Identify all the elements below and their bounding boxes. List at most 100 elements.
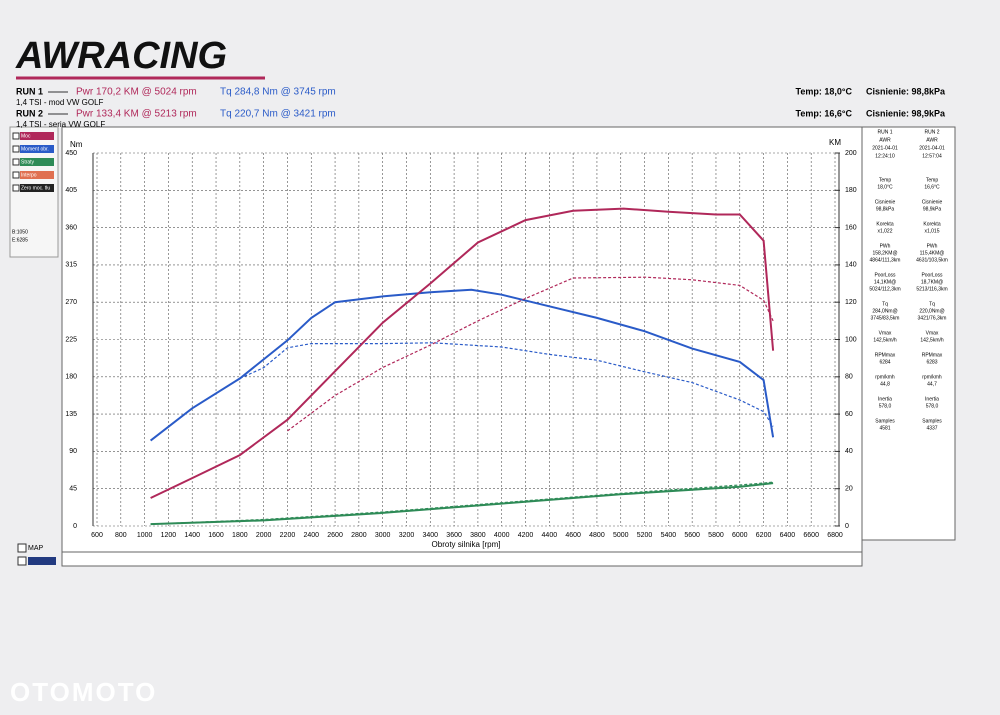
x-tick-label: 3400: [423, 532, 439, 539]
watermark: OTOMOTO: [10, 677, 157, 707]
y-tick-label: 405: [65, 187, 77, 194]
x-tick-label: 3000: [375, 532, 391, 539]
panel-value: 142,5km/h: [873, 337, 897, 343]
panel-value: 115,4KM@: [920, 250, 945, 256]
series-line: [150, 207, 775, 499]
y2-tick-label: 40: [845, 448, 853, 455]
panel-value: 3421/76,3km: [918, 315, 947, 321]
logo: AWRACING: [15, 35, 227, 77]
legend-label: Interpo: [21, 172, 37, 178]
series-line: [239, 342, 774, 427]
y2-tick-label: 0: [845, 523, 849, 530]
checkbox[interactable]: [17, 556, 27, 566]
x-tick-label: 4400: [542, 532, 558, 539]
panel-value: 4864/111,3km: [870, 257, 901, 263]
y-tick-label: 180: [65, 374, 77, 381]
x-tick-label: 6200: [756, 532, 772, 539]
legend-swatch: [20, 158, 54, 166]
panel-head: 2021-04-01: [872, 145, 898, 151]
panel-value: 98,8kPa: [876, 206, 895, 212]
stats-panel: [861, 126, 956, 541]
y2-label: KM: [829, 138, 841, 147]
x-tick-label: 5400: [661, 532, 677, 539]
x-tick-label: 2000: [256, 532, 272, 539]
panel-head: RUN 1: [877, 129, 892, 135]
x-tick-label: 4600: [565, 532, 581, 539]
panel-label: rpm/kmh: [875, 374, 895, 380]
bottom-bar: [61, 551, 863, 567]
legend-note: B:1050: [12, 229, 28, 235]
x-tick-label: 2800: [351, 532, 367, 539]
x-tick-label: 1000: [137, 532, 153, 539]
y-tick-label: 360: [65, 224, 77, 231]
x-tick-label: 1400: [184, 532, 200, 539]
run-torque: Tq 284,8 Nm @ 3745 rpm: [220, 87, 336, 98]
x-tick-label: 6800: [827, 532, 843, 539]
panel-label: Tq: [882, 301, 888, 307]
run-name: RUN 2: [16, 108, 43, 118]
panel-value: 44,8: [880, 381, 890, 387]
panel-label: RPMmax: [922, 352, 943, 358]
checkbox[interactable]: [12, 145, 20, 153]
panel-value: x1,022: [877, 228, 892, 234]
panel-label: Vmax: [879, 330, 892, 336]
panel-value: 3745/83,5km: [871, 315, 900, 321]
checkbox[interactable]: [12, 171, 20, 179]
panel-label: rpm/kmh: [922, 374, 942, 380]
x-tick-label: 6600: [803, 532, 819, 539]
panel-value: x1,015: [924, 228, 939, 234]
panel-value: 284,0Nm@: [872, 308, 897, 314]
panel-head: 12:24:10: [875, 153, 895, 159]
checkbox[interactable]: [12, 158, 20, 166]
legend-swatch: [20, 171, 54, 179]
series-line: [287, 276, 774, 432]
panel-value: 44,7: [927, 381, 937, 387]
panel-value: 5213/116,3km: [916, 286, 947, 292]
x-tick-label: 600: [91, 532, 103, 539]
y2-tick-label: 80: [845, 374, 853, 381]
y2-tick-label: 20: [845, 486, 853, 493]
panel-value: 5024/112,3km: [869, 286, 900, 292]
swatch: [28, 557, 56, 565]
x-tick-label: 5600: [684, 532, 700, 539]
panel-value: 220,0Nm@: [919, 308, 944, 314]
panel-label: Vmax: [926, 330, 939, 336]
run-temp: Temp: 18,0°C: [796, 86, 853, 96]
panel-value: 4337: [926, 425, 937, 431]
y2-tick-label: 180: [845, 187, 857, 194]
y2-tick-label: 200: [845, 150, 857, 157]
panel-label: PWh: [880, 243, 891, 249]
x-tick-label: 2400: [303, 532, 319, 539]
panel-value: 578,0: [926, 403, 939, 409]
x-tick-label: 4800: [589, 532, 605, 539]
y-tick-label: 135: [65, 411, 77, 418]
y2-tick-label: 160: [845, 224, 857, 231]
run-car: 1,4 TSI - seria VW GOLF: [16, 120, 105, 129]
panel-label: Cisnienie: [922, 199, 943, 205]
x-tick-label: 5800: [708, 532, 724, 539]
x-label: Obroty silnika [rpm]: [432, 540, 501, 549]
x-tick-label: 800: [115, 532, 127, 539]
checkbox[interactable]: [17, 543, 27, 553]
panel-head: AWR: [926, 137, 938, 143]
panel-value: 578,0: [879, 403, 892, 409]
x-tick-label: 6000: [732, 532, 748, 539]
panel-label: Temp: [926, 177, 938, 183]
panel-value: 98,9kPa: [923, 206, 942, 212]
y-tick-label: 450: [65, 150, 77, 157]
panel-value: 18,0°C: [877, 184, 893, 190]
x-tick-label: 3800: [470, 532, 486, 539]
checkbox[interactable]: [12, 184, 20, 192]
checkbox[interactable]: [12, 132, 20, 140]
x-tick-label: 2600: [327, 532, 343, 539]
x-tick-label: 4000: [494, 532, 510, 539]
x-tick-label: 6400: [780, 532, 796, 539]
legend-label: Moment obr.: [21, 146, 49, 152]
y-tick-label: 225: [65, 336, 77, 343]
panel-head: 12:57:04: [922, 153, 942, 159]
panel-label: Tq: [929, 301, 935, 307]
x-tick-label: 4200: [518, 532, 534, 539]
panel-value: 142,5km/h: [920, 337, 944, 343]
